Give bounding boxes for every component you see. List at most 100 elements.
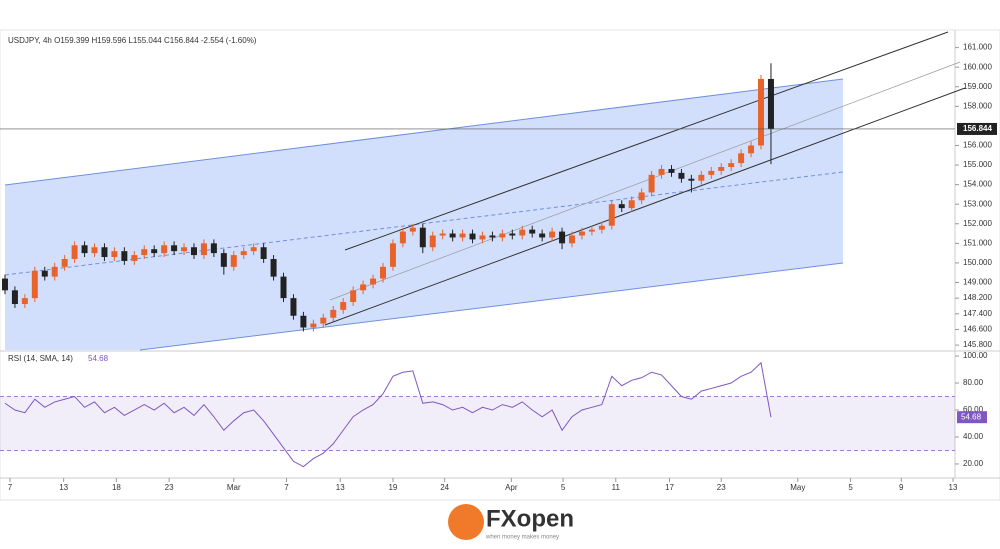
candle-body (569, 235, 576, 244)
candle-body (399, 231, 406, 244)
candle-body (499, 233, 506, 238)
chart-title: USDJPY, 4h O159.399 H159.596 L155.044 C1… (8, 36, 257, 45)
candle-body (21, 298, 28, 305)
y-tick-label: 145.800 (963, 340, 992, 349)
x-tick-label: 5 (561, 483, 566, 492)
candle-body (748, 145, 755, 154)
candle-body (608, 204, 615, 226)
y-tick-label: 155.000 (963, 160, 992, 169)
candle-body (270, 258, 277, 277)
y-tick-label: 147.400 (963, 309, 992, 318)
y-tick-label: 151.000 (963, 238, 992, 247)
y-tick-label: 161.000 (963, 43, 992, 52)
y-tick-label: 40.00 (963, 432, 984, 441)
candle-body (111, 251, 118, 258)
x-tick-label: May (790, 483, 805, 492)
y-tick-label: 153.000 (963, 199, 992, 208)
x-tick-label: 13 (949, 483, 958, 492)
candle-body (728, 163, 735, 168)
x-tick-label: 13 (336, 483, 345, 492)
y-tick-label: 149.000 (963, 278, 992, 287)
candle-body (708, 170, 715, 175)
candle-body (479, 235, 486, 240)
candle-body (330, 309, 337, 318)
x-tick-label: 23 (717, 483, 726, 492)
candle-body (91, 247, 98, 254)
candle-body (549, 231, 556, 238)
y-tick-label: 60.00 (963, 405, 984, 414)
candle-body (11, 290, 18, 305)
candle-body (509, 233, 516, 236)
candle-body (350, 290, 357, 303)
candle-body (220, 253, 227, 267)
candle-body (429, 235, 436, 248)
candle-body (449, 233, 456, 238)
candle-body (101, 247, 108, 258)
candle-body (598, 225, 605, 230)
candle-body (310, 323, 317, 328)
rsi-last-label: 54.68 (961, 412, 982, 421)
x-tick-label: 9 (899, 483, 904, 492)
candle-body (200, 243, 207, 256)
candle-body (529, 229, 536, 234)
candle-body (638, 192, 645, 201)
candle-body (51, 266, 58, 277)
x-tick-label: 17 (665, 483, 674, 492)
x-tick-label: Mar (227, 483, 241, 492)
candle-body (181, 247, 188, 252)
candle-body (578, 231, 585, 236)
logo-mark (448, 504, 484, 540)
candle-body (628, 200, 635, 209)
candle-body (320, 317, 327, 324)
y-tick-label: 150.000 (963, 258, 992, 267)
candle-body (409, 227, 416, 232)
y-tick-label: 148.200 (963, 293, 992, 302)
candle-body (1, 278, 8, 291)
candle-body (61, 258, 68, 267)
candle-body (738, 153, 745, 164)
x-tick-label: Apr (505, 483, 518, 492)
rsi-line (4, 361, 772, 468)
x-tick-label: 13 (59, 483, 68, 492)
x-tick-label: 19 (388, 483, 397, 492)
x-tick-label: 7 (284, 483, 289, 492)
y-tick-label: 156.000 (963, 141, 992, 150)
candle-body (767, 78, 774, 129)
candle-body (81, 245, 88, 254)
y-tick-label: 146.600 (963, 325, 992, 334)
candle-body (360, 284, 367, 291)
brand-name: FXopen (486, 505, 574, 532)
candle-body (190, 247, 197, 256)
regression-channel (5, 79, 843, 350)
candle-body (379, 266, 386, 279)
candle-body (459, 233, 466, 238)
rsi-band (0, 396, 955, 451)
candle-body (370, 278, 377, 285)
candle-body (668, 168, 675, 173)
y-tick-label: 159.000 (963, 82, 992, 91)
x-tick-label: 18 (112, 483, 121, 492)
candle-body (240, 251, 247, 256)
x-tick-label: 5 (848, 483, 853, 492)
rsi-title: RSI (14, SMA, 14) (8, 354, 73, 363)
candle-body (141, 249, 148, 256)
trend-mid (329, 61, 961, 301)
candle-body (489, 235, 496, 238)
candle-body (678, 172, 685, 179)
candle-body (559, 231, 566, 244)
candle-body (698, 174, 705, 181)
y-tick-label: 152.000 (963, 219, 992, 228)
candle-body (250, 247, 257, 252)
channel-upper (4, 78, 844, 186)
candle-body (658, 168, 665, 175)
candle-body (340, 302, 347, 310)
channel-lower (139, 262, 844, 351)
brand-tagline: when money makes money (485, 535, 559, 541)
rsi-value: 54.68 (88, 354, 109, 363)
candle-body (260, 247, 267, 259)
candle-body (151, 249, 158, 254)
x-tick-label: 11 (612, 483, 621, 492)
candle-body (758, 78, 765, 146)
candle-body (280, 276, 287, 299)
